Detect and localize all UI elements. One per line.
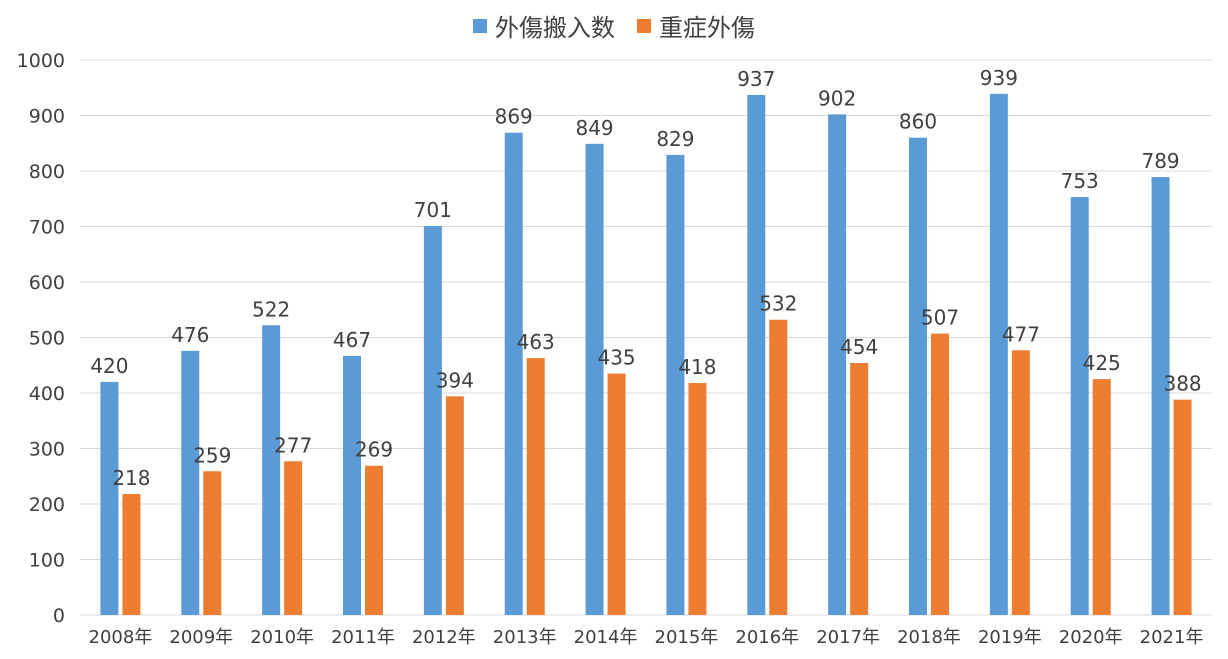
data-label: 476 (171, 323, 209, 347)
data-label: 753 (1061, 169, 1099, 193)
data-label: 269 (355, 438, 393, 462)
bar-trauma-admissions (343, 355, 361, 615)
x-tick-label: 2011年 (331, 627, 395, 648)
legend-swatch-orange (637, 18, 651, 33)
x-tick-label: 2016年 (735, 627, 799, 648)
data-label: 701 (414, 198, 452, 222)
bar-trauma-admissions (666, 154, 685, 615)
data-label: 939 (980, 66, 1018, 90)
y-tick-label: 700 (29, 217, 65, 239)
y-tick-label: 300 (29, 439, 65, 461)
y-tick-label: 0 (53, 605, 65, 627)
y-tick-label: 1000 (17, 50, 65, 72)
bar-trauma-admissions (909, 137, 927, 615)
x-tick-label: 2009年 (169, 627, 233, 648)
bar-severe-trauma (365, 465, 383, 615)
x-tick-label: 2008年 (89, 627, 153, 648)
bar-severe-trauma (284, 461, 303, 615)
y-tick-label: 600 (29, 272, 65, 294)
data-label: 522 (252, 297, 290, 321)
x-tick-label: 2014年 (574, 627, 638, 648)
bar-severe-trauma (1092, 379, 1111, 615)
data-label: 259 (193, 443, 231, 467)
bar-severe-trauma (203, 471, 222, 615)
y-tick-label: 100 (29, 550, 65, 572)
bar-trauma-admissions (585, 143, 604, 615)
bar-trauma-admissions (181, 350, 200, 615)
data-label: 218 (112, 466, 150, 490)
y-tick-label: 800 (29, 161, 65, 183)
data-label: 849 (575, 116, 613, 140)
data-label: 394 (436, 368, 474, 392)
data-label: 425 (1083, 351, 1121, 375)
x-tick-label: 2013年 (493, 627, 557, 648)
x-tick-label: 2018年 (897, 627, 961, 648)
bar-trauma-admissions (262, 325, 281, 615)
legend-item-severe-trauma: 重症外傷 (637, 8, 755, 43)
bar-severe-trauma (1011, 350, 1030, 615)
legend-item-trauma-admissions: 外傷搬入数 (473, 8, 615, 43)
x-tick-label: 2021年 (1140, 627, 1204, 648)
data-label: 388 (1163, 372, 1201, 396)
data-label: 277 (274, 433, 312, 457)
bar-trauma-admissions (504, 132, 523, 615)
y-tick-label: 500 (29, 328, 65, 350)
data-label: 860 (899, 110, 937, 134)
legend-label: 外傷搬入数 (495, 14, 615, 42)
x-tick-label: 2020年 (1059, 627, 1123, 648)
data-label: 902 (818, 86, 856, 110)
data-label: 420 (90, 354, 128, 378)
bar-severe-trauma (1173, 399, 1192, 615)
y-tick-label: 200 (29, 494, 65, 516)
bar-severe-trauma (850, 363, 869, 615)
data-label: 829 (656, 127, 694, 151)
x-tick-label: 2017年 (816, 627, 880, 648)
x-tick-label: 2010年 (250, 627, 314, 648)
data-label: 789 (1141, 149, 1179, 173)
y-tick-label: 900 (29, 106, 65, 128)
bar-trauma-admissions (747, 94, 766, 616)
bar-trauma-admissions (100, 381, 119, 615)
bar-severe-trauma (769, 319, 788, 615)
data-label: 418 (678, 355, 716, 379)
bar-severe-trauma (607, 373, 626, 615)
y-tick-label: 400 (29, 383, 65, 405)
bar-severe-trauma (931, 333, 949, 615)
data-label: 937 (737, 67, 775, 91)
x-tick-label: 2015年 (655, 627, 719, 648)
bar-trauma-admissions (989, 93, 1008, 616)
data-label: 869 (495, 105, 533, 129)
data-label: 507 (921, 306, 959, 330)
bar-severe-trauma (526, 358, 545, 615)
bar-severe-trauma (122, 494, 141, 615)
legend-swatch-blue (473, 18, 487, 33)
data-label: 463 (517, 330, 555, 354)
legend-label: 重症外傷 (659, 14, 755, 42)
data-label: 467 (333, 328, 371, 352)
x-tick-label: 2019年 (978, 627, 1042, 648)
data-label: 454 (840, 335, 878, 359)
bar-trauma-admissions (423, 225, 442, 615)
x-tick-label: 2012年 (412, 627, 476, 648)
data-label: 532 (759, 292, 797, 316)
bar-trauma-admissions (828, 114, 847, 615)
data-label: 435 (597, 346, 635, 370)
bar-trauma-admissions (1151, 177, 1170, 616)
legend: 外傷搬入数 重症外傷 (0, 8, 1228, 43)
bar-trauma-admissions (1070, 197, 1089, 615)
bar-severe-trauma (688, 383, 707, 615)
data-label: 477 (1002, 322, 1040, 346)
bar-severe-trauma (445, 396, 464, 615)
